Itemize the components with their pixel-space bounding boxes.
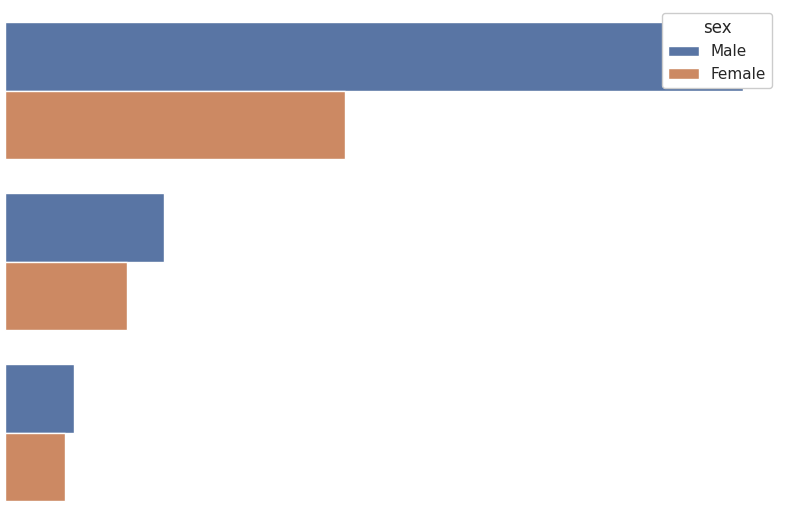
Bar (5, 22, 743, 90)
Bar (5, 193, 164, 262)
Bar (5, 262, 127, 330)
Bar (5, 364, 74, 433)
Bar (5, 433, 65, 501)
Bar (5, 90, 345, 159)
Legend: Male, Female: Male, Female (662, 13, 772, 88)
